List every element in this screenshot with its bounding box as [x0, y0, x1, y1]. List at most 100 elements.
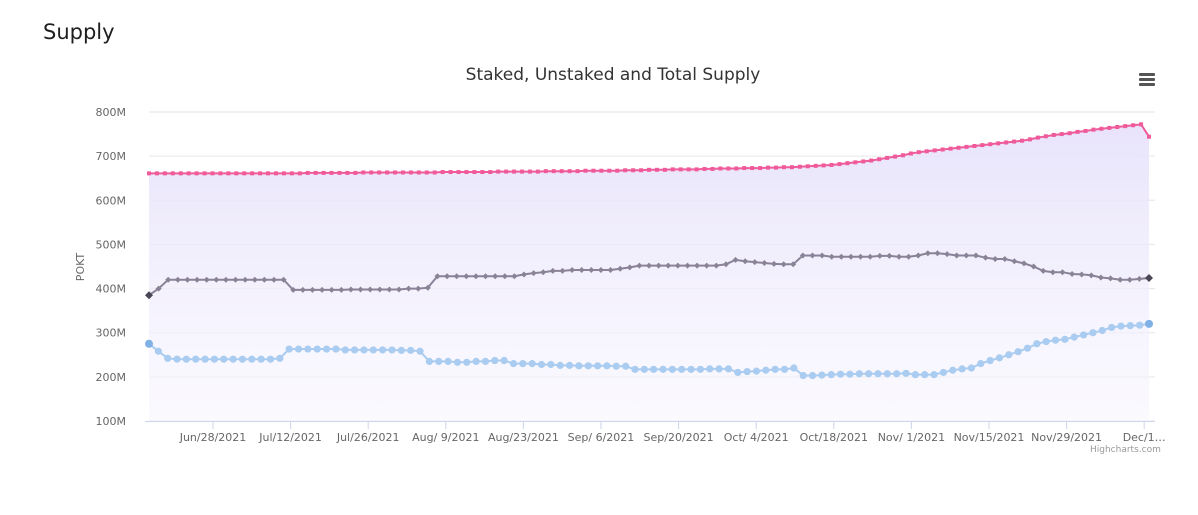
data-point[interactable]	[742, 166, 747, 171]
data-point[interactable]	[154, 171, 159, 176]
data-point[interactable]	[702, 166, 707, 171]
data-point[interactable]	[456, 170, 461, 175]
data-point[interactable]	[194, 171, 199, 176]
data-point[interactable]	[521, 271, 527, 278]
data-point[interactable]	[944, 251, 951, 258]
data-point[interactable]	[583, 168, 588, 173]
data-point[interactable]	[218, 171, 223, 176]
data-point[interactable]	[248, 355, 256, 363]
data-point[interactable]	[845, 161, 850, 166]
data-point[interactable]	[453, 273, 460, 280]
data-point[interactable]	[1059, 132, 1064, 137]
data-point[interactable]	[829, 162, 834, 167]
data-point[interactable]	[718, 166, 723, 171]
data-point[interactable]	[527, 169, 532, 174]
data-point[interactable]	[332, 345, 340, 353]
data-point[interactable]	[713, 262, 720, 269]
data-point[interactable]	[178, 171, 183, 176]
data-point[interactable]	[488, 170, 493, 175]
data-point[interactable]	[154, 347, 162, 355]
data-point[interactable]	[593, 362, 602, 370]
data-point[interactable]	[351, 346, 359, 354]
data-point[interactable]	[972, 252, 979, 259]
data-point[interactable]	[896, 253, 902, 260]
data-point[interactable]	[155, 285, 162, 292]
data-point[interactable]	[828, 253, 835, 260]
data-point[interactable]	[281, 171, 286, 176]
data-point[interactable]	[1040, 267, 1047, 274]
data-point[interactable]	[313, 345, 321, 353]
data-point[interactable]	[636, 262, 643, 269]
data-point[interactable]	[1088, 272, 1095, 279]
data-point[interactable]	[821, 163, 826, 168]
data-point[interactable]	[780, 365, 789, 373]
data-point[interactable]	[838, 253, 845, 260]
data-point[interactable]	[1059, 269, 1066, 276]
data-point[interactable]	[1139, 122, 1144, 127]
data-point[interactable]	[939, 368, 947, 377]
data-point[interactable]	[257, 355, 265, 363]
data-point[interactable]	[646, 262, 652, 269]
data-point[interactable]	[1078, 271, 1085, 278]
data-point[interactable]	[353, 170, 358, 175]
data-point[interactable]	[1020, 138, 1025, 143]
data-point[interactable]	[805, 164, 810, 169]
data-point[interactable]	[1083, 128, 1088, 133]
data-point[interactable]	[654, 167, 659, 172]
data-point[interactable]	[1049, 269, 1056, 276]
data-point[interactable]	[229, 355, 237, 363]
data-point[interactable]	[376, 286, 383, 293]
data-point[interactable]	[567, 169, 572, 174]
data-point[interactable]	[694, 262, 701, 269]
data-point[interactable]	[924, 250, 931, 257]
data-point[interactable]	[988, 142, 993, 147]
data-point[interactable]	[949, 366, 957, 374]
data-point[interactable]	[678, 365, 686, 373]
data-point[interactable]	[948, 146, 953, 151]
data-point[interactable]	[258, 171, 263, 176]
data-point[interactable]	[1027, 137, 1032, 142]
series-1[interactable]	[145, 250, 1153, 300]
data-point[interactable]	[361, 170, 366, 175]
data-point[interactable]	[543, 169, 548, 174]
data-point[interactable]	[869, 158, 874, 163]
data-point[interactable]	[1012, 139, 1017, 144]
data-point[interactable]	[977, 360, 985, 368]
data-point[interactable]	[773, 165, 778, 170]
data-point[interactable]	[703, 262, 710, 269]
data-point[interactable]	[1011, 258, 1018, 265]
data-point[interactable]	[1097, 274, 1104, 281]
data-point[interactable]	[818, 371, 826, 379]
data-point[interactable]	[501, 273, 508, 280]
data-point[interactable]	[397, 346, 405, 354]
data-point[interactable]	[186, 171, 191, 176]
data-point[interactable]	[528, 360, 536, 368]
data-point[interactable]	[650, 365, 658, 373]
data-point[interactable]	[226, 171, 231, 176]
data-point[interactable]	[519, 360, 527, 368]
data-point[interactable]	[448, 170, 453, 175]
data-point[interactable]	[670, 167, 675, 172]
data-point[interactable]	[273, 171, 278, 176]
data-point[interactable]	[242, 276, 249, 283]
data-point[interactable]	[780, 261, 787, 268]
data-point[interactable]	[182, 355, 190, 363]
data-point[interactable]	[194, 276, 201, 283]
data-point[interactable]	[686, 167, 691, 172]
data-point[interactable]	[232, 276, 239, 283]
data-point[interactable]	[665, 262, 672, 269]
data-point[interactable]	[297, 171, 302, 176]
data-point[interactable]	[771, 260, 777, 267]
data-point[interactable]	[299, 286, 306, 293]
data-point[interactable]	[1089, 329, 1097, 337]
data-point[interactable]	[902, 369, 910, 377]
data-point[interactable]	[1030, 263, 1037, 270]
chart-credits[interactable]: Highcharts.com	[1090, 445, 1161, 455]
data-point[interactable]	[147, 171, 151, 176]
data-point[interactable]	[512, 169, 517, 174]
data-point[interactable]	[639, 168, 644, 173]
data-point[interactable]	[724, 365, 733, 373]
data-point[interactable]	[444, 357, 452, 366]
data-point[interactable]	[934, 250, 941, 257]
data-point[interactable]	[662, 167, 667, 172]
